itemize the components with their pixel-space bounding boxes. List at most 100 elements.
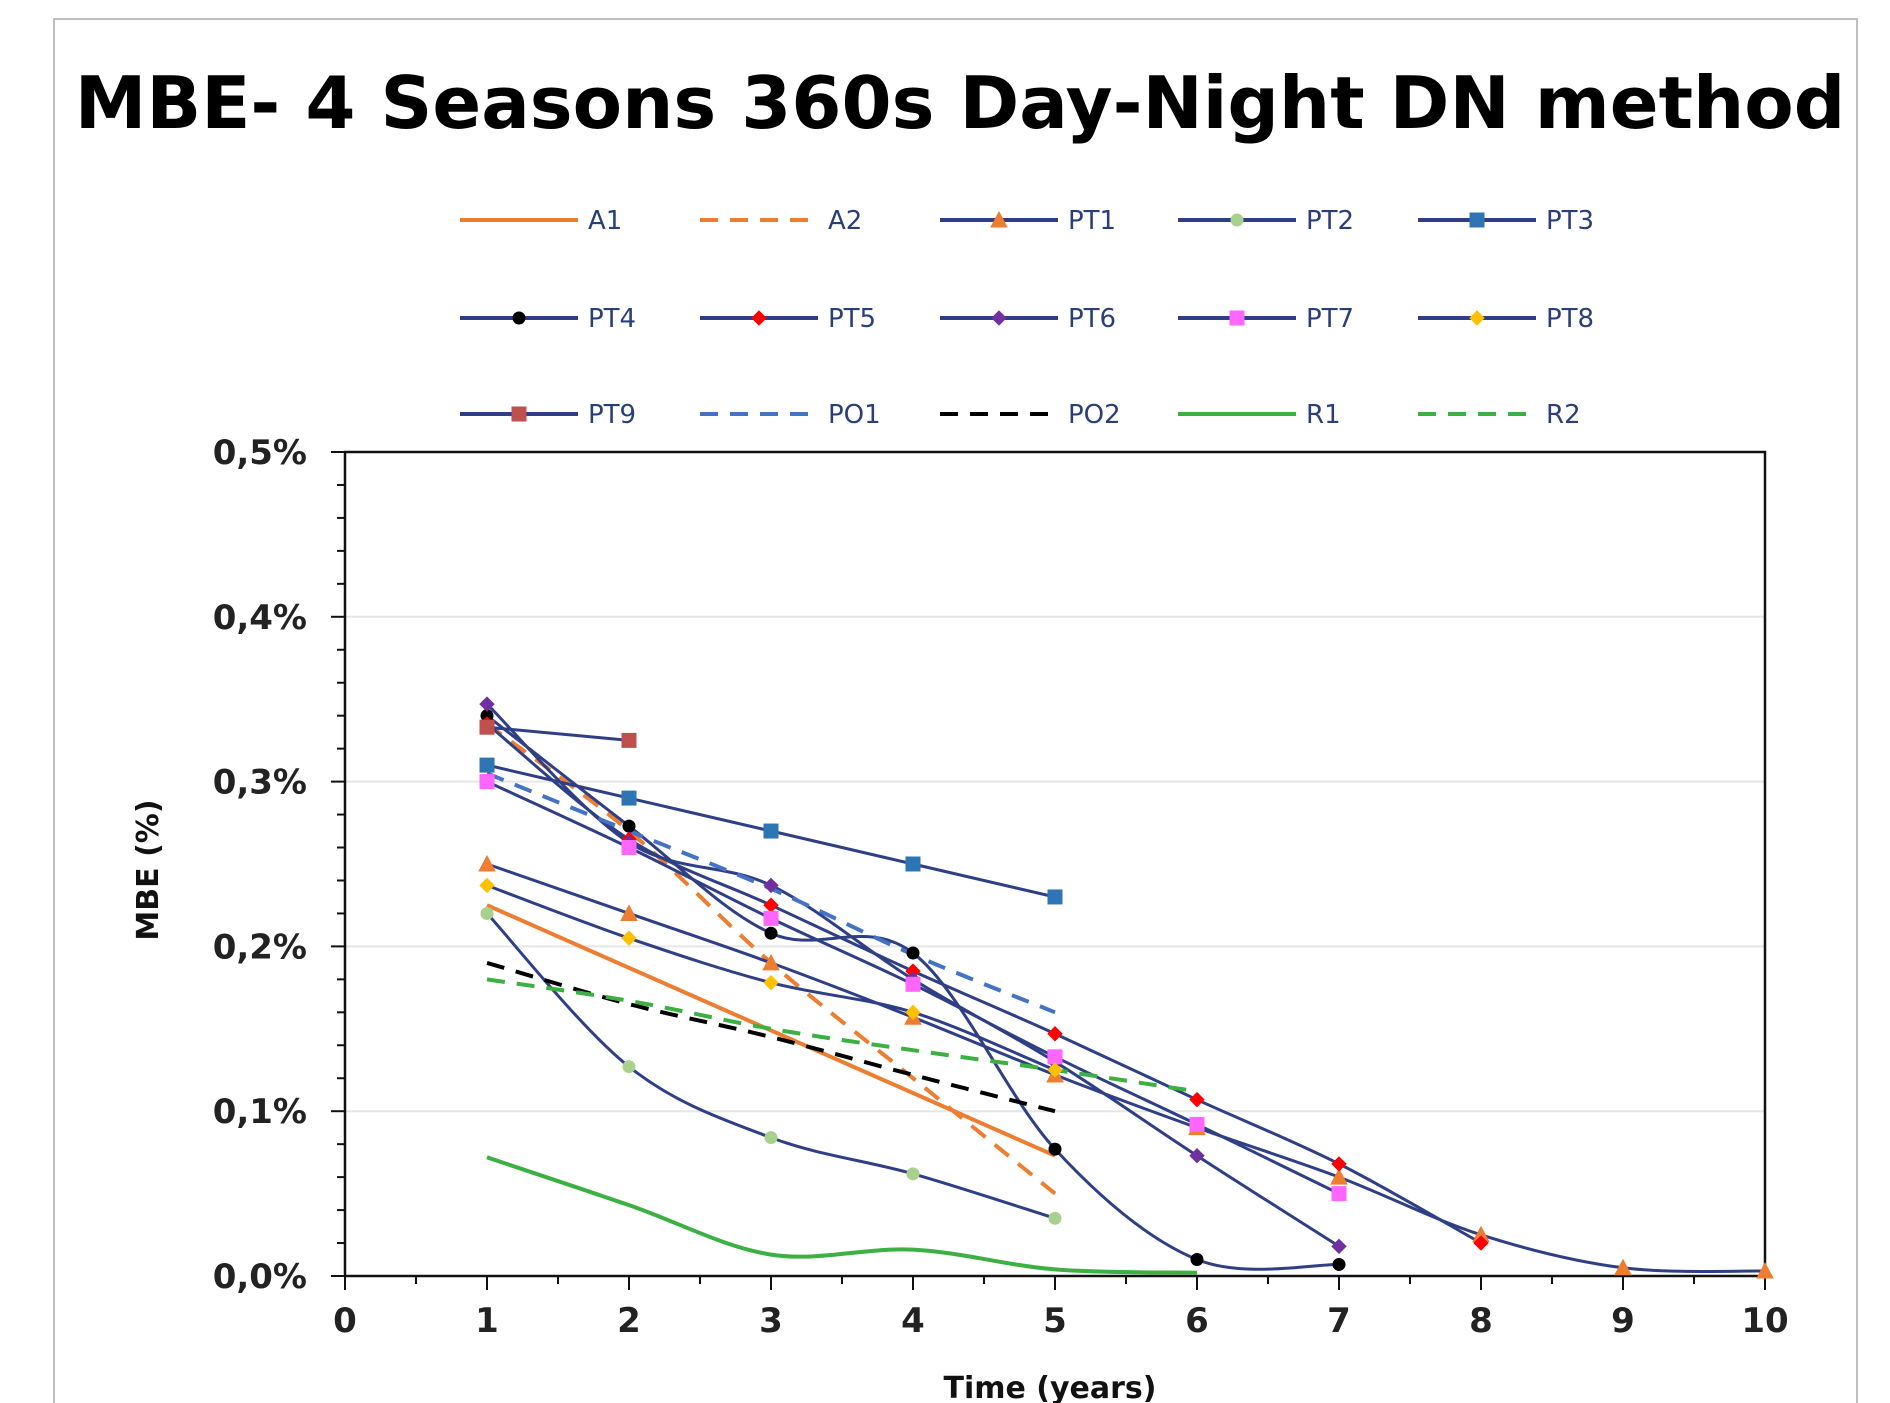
data-point-pt5 xyxy=(1473,1235,1489,1251)
legend-label-pt1: PT1 xyxy=(1068,206,1116,236)
data-point-pt8 xyxy=(1047,1062,1063,1078)
series-line-r1 xyxy=(486,1155,1198,1275)
data-point-pt8 xyxy=(621,930,637,946)
series-line-a1 xyxy=(486,903,1056,1158)
data-point-pt7 xyxy=(763,910,779,926)
data-point-pt8 xyxy=(763,974,779,991)
legend-marker-pt7 xyxy=(1229,310,1245,326)
legend-label-pt9: PT9 xyxy=(588,400,636,430)
data-point-pt1 xyxy=(620,904,638,921)
data-point-pt5 xyxy=(1189,1091,1205,1108)
series-line-po2 xyxy=(486,960,1056,1114)
data-point-pt1 xyxy=(762,953,780,971)
data-point-pt6 xyxy=(1331,1238,1347,1255)
series-line-pt1 xyxy=(486,862,1766,1273)
data-point-pt5 xyxy=(1047,1026,1063,1042)
x-tick-label: 10 xyxy=(1741,1301,1788,1341)
legend-marker-pt5 xyxy=(751,310,767,326)
data-point-pt1 xyxy=(1614,1258,1632,1276)
data-point-pt1 xyxy=(1330,1168,1348,1185)
x-axis-title: Time (years) xyxy=(943,1371,1156,1403)
legend-label-pt4: PT4 xyxy=(588,304,636,334)
x-tick-label: 8 xyxy=(1469,1301,1493,1341)
data-point-pt9 xyxy=(479,719,495,735)
data-point-pt2 xyxy=(622,1060,636,1074)
data-point-pt1 xyxy=(1756,1261,1774,1279)
data-point-pt3 xyxy=(905,856,921,872)
data-point-pt6 xyxy=(1189,1147,1205,1164)
x-tick-label: 2 xyxy=(617,1301,641,1341)
legend: A1 A2 PT1 PT2 PT3 PT4 PT5 PT6 PT7 PT8 PT9 PO1 PO2 R1 R… xyxy=(460,206,1594,430)
data-point-pt5 xyxy=(763,897,779,913)
data-point-pt8 xyxy=(905,1004,921,1021)
data-point-pt3 xyxy=(1047,889,1063,905)
data-point-pt6 xyxy=(763,877,779,894)
data-point-pt4 xyxy=(622,819,636,833)
y-tick-label: 0,0% xyxy=(213,1257,307,1297)
data-point-pt6 xyxy=(479,696,495,712)
data-point-pt4 xyxy=(1190,1253,1204,1267)
x-tick-label: 1 xyxy=(475,1301,499,1341)
x-tick-label: 0 xyxy=(333,1301,357,1341)
legend-marker-pt8 xyxy=(1469,310,1485,326)
data-point-pt2 xyxy=(906,1167,920,1181)
x-tick-label: 7 xyxy=(1327,1301,1351,1341)
chart-title: MBE- 4 Seasons 360s Day-Night DN method xyxy=(75,61,1846,145)
y-tick-label: 0,3% xyxy=(213,763,307,803)
data-point-pt7 xyxy=(621,840,637,856)
legend-marker-pt1 xyxy=(990,210,1008,228)
data-point-pt5 xyxy=(1331,1156,1347,1172)
data-point-pt2 xyxy=(480,906,494,920)
legend-label-pt2: PT2 xyxy=(1306,206,1354,236)
legend-label-pt7: PT7 xyxy=(1306,304,1354,334)
y-tick-label: 0,5% xyxy=(213,433,307,473)
legend-marker-pt9 xyxy=(511,406,527,422)
legend-label-po1: PO1 xyxy=(828,400,881,430)
legend-label-a2: A2 xyxy=(828,206,862,236)
data-point-pt3 xyxy=(621,790,637,806)
data-point-pt4 xyxy=(1332,1257,1346,1271)
data-point-pt7 xyxy=(1047,1049,1063,1065)
y-tick-label: 0,2% xyxy=(213,927,307,967)
series-line-pt9 xyxy=(486,725,630,742)
x-tick-label: 6 xyxy=(1185,1301,1209,1341)
legend-marker-pt6 xyxy=(991,310,1007,326)
data-point-pt8 xyxy=(479,877,495,894)
data-point-pt7 xyxy=(905,976,921,992)
x-tick-label: 9 xyxy=(1611,1301,1635,1341)
data-point-pt1 xyxy=(478,854,496,872)
data-point-pt7 xyxy=(1189,1116,1205,1132)
data-point-pt2 xyxy=(764,1131,778,1145)
legend-label-pt5: PT5 xyxy=(828,304,876,334)
data-point-pt4 xyxy=(906,946,920,960)
legend-label-a1: A1 xyxy=(588,206,622,236)
series-line-pt4 xyxy=(486,714,1340,1271)
plot-area: 0,0% 0,1% 0,2% 0,3% 0,4% 0,5% 0 1 2 3 4 5 6 7 8 9 10 xyxy=(213,433,1789,1341)
chart-frame xyxy=(53,18,1858,1403)
legend-marker-pt2 xyxy=(1230,213,1244,227)
legend-label-pt3: PT3 xyxy=(1546,206,1594,236)
data-point-pt3 xyxy=(479,757,495,773)
legend-label-pt6: PT6 xyxy=(1068,304,1116,334)
x-tick-label: 4 xyxy=(901,1301,925,1341)
legend-label-pt8: PT8 xyxy=(1546,304,1594,334)
y-tick-label: 0,4% xyxy=(213,598,307,638)
data-point-pt4 xyxy=(764,926,778,940)
data-point-pt3 xyxy=(763,823,779,839)
legend-label-po2: PO2 xyxy=(1068,400,1121,430)
legend-marker-pt3 xyxy=(1469,212,1485,228)
legend-marker-pt4 xyxy=(512,311,526,325)
y-axis-title: MBE (%) xyxy=(131,799,166,940)
x-tick-label: 5 xyxy=(1043,1301,1067,1341)
data-point-pt4 xyxy=(1048,1142,1062,1156)
x-tick-label: 3 xyxy=(759,1301,783,1341)
series-line-r2 xyxy=(486,977,1198,1094)
data-point-pt7 xyxy=(479,774,495,790)
legend-label-r1: R1 xyxy=(1306,400,1341,430)
y-tick-label: 0,1% xyxy=(213,1092,307,1132)
data-point-pt2 xyxy=(1048,1211,1062,1225)
data-point-pt9 xyxy=(621,732,637,748)
legend-label-r2: R2 xyxy=(1546,400,1581,430)
data-point-pt7 xyxy=(1331,1186,1347,1202)
